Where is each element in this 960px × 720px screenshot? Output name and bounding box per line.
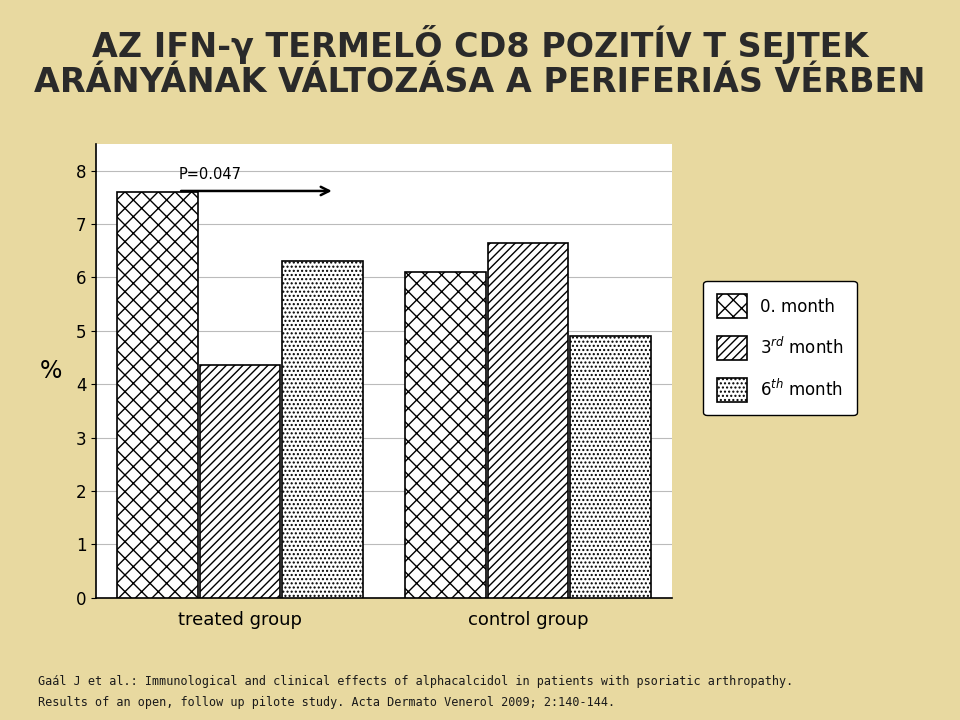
Text: P=0.047: P=0.047 — [179, 168, 241, 182]
Bar — [488, 243, 568, 598]
Text: ARÁNYÁNAK VÁLTOZÁSA A PERIFERIÁS VÉRBEN: ARÁNYÁNAK VÁLTOZÁSA A PERIFERIÁS VÉRBEN — [35, 66, 925, 99]
Bar — [200, 366, 280, 598]
Text: AZ IFN-γ TERMELŐ CD8 POZITÍV T SEJTEK: AZ IFN-γ TERMELŐ CD8 POZITÍV T SEJTEK — [92, 25, 868, 64]
Text: Gaál J et al.: Immunological and clinical effects of alphacalcidol in patients w: Gaál J et al.: Immunological and clinica… — [38, 675, 794, 688]
Bar — [570, 336, 651, 598]
Bar — [405, 272, 486, 598]
Bar — [282, 261, 363, 598]
Legend: 0. month, 3$^{rd}$ month, 6$^{th}$ month: 0. month, 3$^{rd}$ month, 6$^{th}$ month — [704, 281, 856, 415]
Bar — [117, 192, 198, 598]
Text: Results of an open, follow up pilote study. Acta Dermato Venerol 2009; 2:140-144: Results of an open, follow up pilote stu… — [38, 696, 615, 709]
Y-axis label: %: % — [39, 359, 61, 383]
